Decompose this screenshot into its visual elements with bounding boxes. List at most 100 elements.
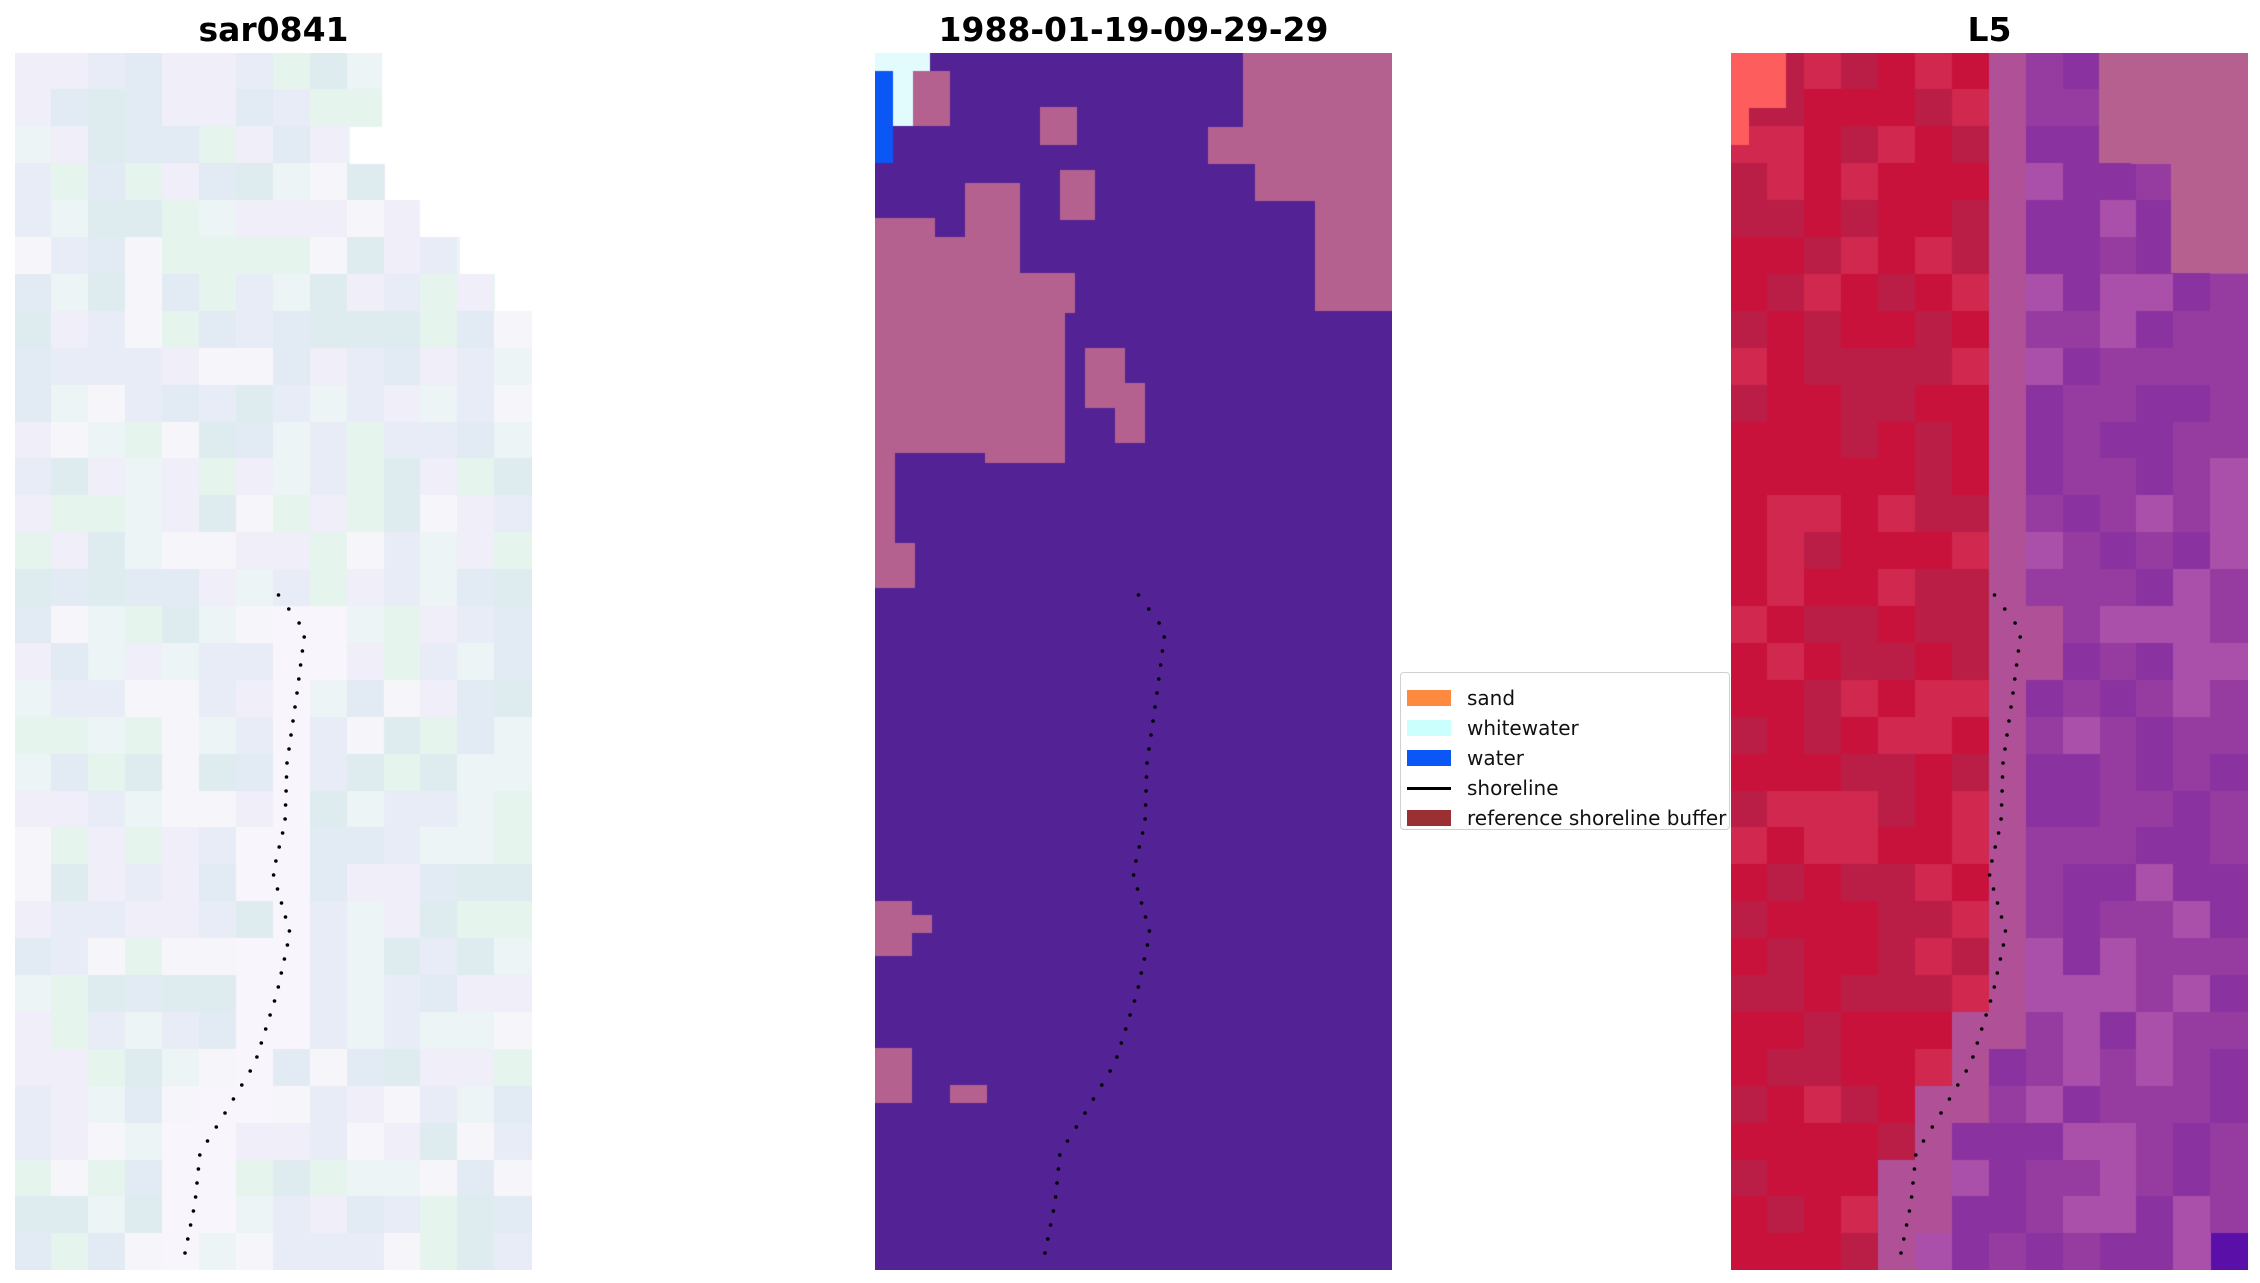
shoreline-point [1056, 1167, 1061, 1171]
shoreline-point [1053, 1195, 1058, 1199]
shoreline-point [1147, 747, 1151, 751]
shoreline-point [1115, 1055, 1119, 1059]
shoreline-point [289, 733, 293, 737]
shoreline-point [1137, 845, 1141, 849]
rgb-image-panel [15, 53, 532, 1270]
shoreline-point [279, 971, 284, 975]
shoreline-point [1990, 859, 1994, 863]
shoreline-point [1144, 775, 1149, 779]
shoreline-point [1999, 803, 2004, 807]
shoreline-point [1998, 957, 2003, 961]
shoreline-point [1136, 593, 1141, 597]
shoreline-point [259, 1041, 264, 1045]
shoreline-point [1142, 957, 1147, 961]
shoreline-point [1921, 1139, 1926, 1143]
shoreline-point [2011, 691, 2015, 695]
shoreline-point [196, 1167, 201, 1171]
shoreline-point [2005, 733, 2009, 737]
shoreline-point [191, 1209, 196, 1213]
shoreline-point [1131, 873, 1136, 877]
legend-item-whitewater: whitewater [1407, 713, 1579, 743]
shoreline-point [2007, 719, 2011, 723]
shoreline-overlay [1043, 593, 1166, 1255]
shoreline-point [263, 1027, 268, 1031]
shoreline-point [1995, 971, 2000, 975]
shoreline-point [300, 649, 305, 653]
shoreline-point [214, 1125, 219, 1129]
shoreline-point [1145, 943, 1150, 947]
rgb-satellite-image [15, 53, 532, 1270]
shoreline-point [2014, 663, 2019, 667]
shoreline-point [198, 1153, 202, 1157]
shoreline-point [1991, 887, 1996, 891]
shoreline-point [279, 901, 284, 905]
shoreline-point [1083, 1111, 1087, 1115]
shoreline-point [1162, 635, 1166, 639]
shoreline-point [1151, 719, 1155, 723]
shoreline-point [1999, 817, 2003, 821]
shoreline-point [287, 607, 291, 611]
shoreline-point [1902, 1237, 1906, 1241]
shoreline-point [277, 845, 282, 849]
shoreline-point [276, 985, 281, 989]
shoreline-point [231, 1097, 236, 1101]
shoreline-point [1149, 733, 1153, 737]
shoreline-point [1155, 691, 1159, 695]
reference-buffer-swatch [1407, 810, 1451, 826]
shoreline-point [282, 957, 287, 961]
shoreline-point [276, 593, 281, 597]
shoreline-point [272, 999, 277, 1003]
shoreline-point [1048, 1223, 1053, 1227]
shoreline-point [1144, 789, 1148, 793]
shoreline-point [1108, 1069, 1112, 1073]
shoreline-point [285, 761, 289, 765]
shoreline-point [283, 803, 288, 807]
shoreline-point [298, 663, 303, 667]
classification-map [875, 53, 1392, 1270]
shoreline-overlay [1899, 593, 2022, 1255]
shoreline-point [283, 915, 288, 919]
shoreline-point [1904, 1223, 1909, 1227]
shoreline-point [1046, 1237, 1050, 1241]
panel-title-classification: 1988-01-19-09-29-29 [938, 10, 1329, 49]
index-image [1731, 53, 2248, 1270]
shoreline-point [1074, 1125, 1079, 1129]
shoreline-point [271, 873, 276, 877]
shoreline-point [1988, 999, 1993, 1003]
shoreline-line-icon [1407, 786, 1451, 790]
shoreline-point [2018, 635, 2022, 639]
shoreline-point [240, 1083, 244, 1087]
shoreline-point [291, 719, 295, 723]
shoreline-point [1140, 831, 1145, 835]
shoreline-point [283, 817, 287, 821]
shoreline-point [1134, 859, 1138, 863]
shoreline-point [1123, 1027, 1128, 1031]
legend-label: water [1467, 746, 1524, 770]
shoreline-point [1987, 873, 1992, 877]
shoreline-overlay [183, 593, 307, 1255]
shoreline-point [1158, 663, 1163, 667]
shoreline-point [1132, 999, 1137, 1003]
shoreline-point [1143, 915, 1148, 919]
shoreline-point [1147, 929, 1152, 933]
shoreline-point [1139, 971, 1144, 975]
sand-swatch [1407, 690, 1451, 706]
shoreline-point [274, 859, 278, 863]
shoreline-point [1051, 1209, 1056, 1213]
shoreline-point [186, 1237, 190, 1241]
panel-title-rgb: sar0841 [198, 10, 349, 49]
shoreline-point [223, 1111, 227, 1115]
shoreline-point [205, 1139, 210, 1143]
shoreline-point [193, 1195, 198, 1199]
shoreline-point [285, 943, 290, 947]
shoreline-point [2009, 705, 2013, 709]
shoreline-point [1145, 761, 1149, 765]
classification-panel [875, 53, 1392, 1270]
shoreline-point [2003, 929, 2008, 933]
shoreline-point [255, 1055, 259, 1059]
shoreline-point [248, 1069, 252, 1073]
shoreline-point [1996, 831, 2001, 835]
shoreline-point [2003, 607, 2007, 611]
legend-label: whitewater [1467, 716, 1579, 740]
shoreline-point [1999, 915, 2004, 919]
